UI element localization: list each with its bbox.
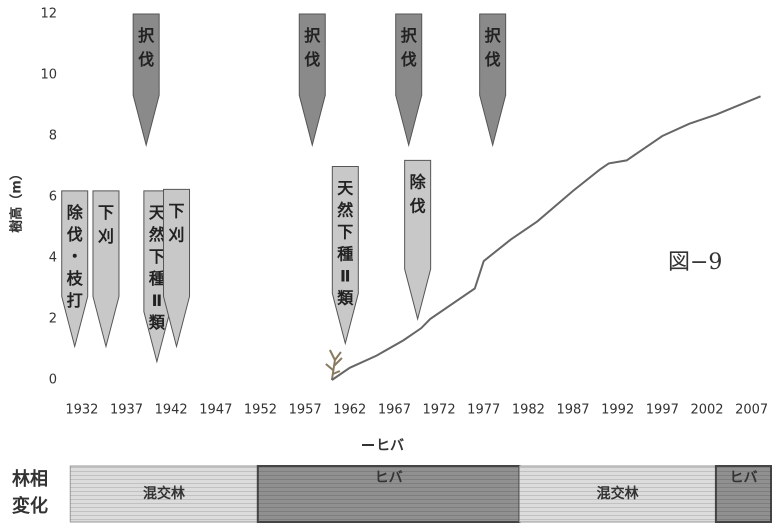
sapling (325, 349, 343, 381)
annotation-label: 天然下種 Ⅱ 類 (336, 178, 354, 307)
legend-label: ヒバ (376, 438, 404, 454)
phase-texture (70, 466, 258, 522)
annotation-arrow (163, 188, 191, 349)
annotation-arrow (92, 190, 120, 349)
annotation-label: 択伐 (304, 26, 321, 69)
annotation-label: 下刈 (98, 202, 114, 245)
annotation-label: 択伐 (485, 26, 502, 69)
phase-label: 混交林 (597, 485, 639, 502)
x-tick-label: 1967 (378, 403, 411, 418)
annotation-label: 択伐 (138, 26, 155, 69)
y-tick-label: 8 (49, 129, 57, 144)
x-tick-label: 1947 (199, 403, 232, 418)
annotation-arrow (132, 13, 160, 148)
y-tick-label: 12 (40, 7, 57, 22)
x-tick-label: 1962 (333, 403, 366, 418)
annotation-arrow (331, 166, 359, 346)
phase-texture (257, 466, 520, 522)
annotation-arrow (298, 13, 326, 148)
annotation-label: 除伐 (410, 172, 427, 215)
annotation-label: 天然下種 Ⅱ 類 (148, 202, 166, 331)
x-tick-label: 2007 (735, 403, 768, 418)
annotation-arrow (404, 159, 432, 321)
phase-label: 混交林 (143, 485, 185, 502)
y-tick-label: 6 (49, 190, 57, 205)
phase-title: 林相変化 (12, 468, 48, 517)
y-tick-label: 2 (49, 312, 57, 327)
phase-label: ヒバ (729, 470, 757, 486)
x-tick-label: 1992 (601, 403, 634, 418)
y-tick-label: 0 (49, 373, 57, 388)
phase-label: ヒバ (375, 470, 403, 486)
annotation-arrow (479, 13, 507, 148)
x-tick-label: 1932 (65, 403, 98, 418)
y-axis-label: 樹高（m） (9, 167, 25, 233)
phase-texture (715, 466, 771, 522)
x-tick-label: 2002 (690, 403, 723, 418)
phase-texture (519, 466, 716, 522)
x-tick-label: 1937 (110, 403, 143, 418)
annotation-label: 除伐・枝打 (66, 202, 84, 309)
figure-label: 図−9 (668, 250, 722, 275)
annotation-label: 下刈 (169, 201, 185, 244)
x-tick-label: 1982 (512, 403, 545, 418)
x-tick-label: 1972 (423, 403, 456, 418)
y-tick-label: 10 (40, 68, 57, 83)
annotation-label: 択伐 (401, 26, 418, 69)
series-line (331, 95, 761, 381)
x-tick-label: 1952 (244, 403, 277, 418)
x-tick-label: 1957 (289, 403, 322, 418)
annotation-arrow (395, 13, 423, 148)
x-tick-label: 1942 (155, 403, 188, 418)
x-tick-label: 1987 (556, 403, 589, 418)
y-tick-label: 4 (49, 251, 57, 266)
x-tick-label: 1977 (467, 403, 500, 418)
x-tick-label: 1997 (646, 403, 679, 418)
annotation-arrow (61, 190, 89, 349)
